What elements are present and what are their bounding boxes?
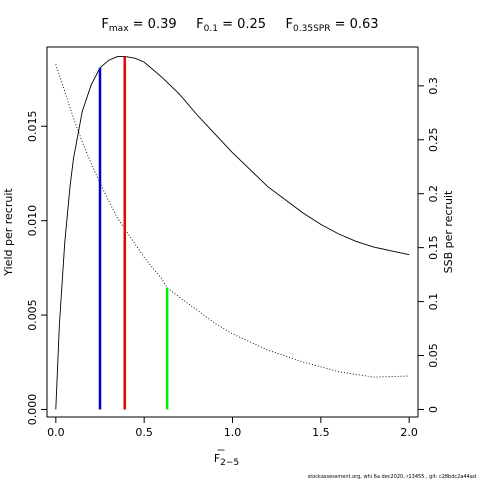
y2-axis-label: SSB per recruit <box>442 190 455 273</box>
series-layer <box>55 55 410 410</box>
y-tick-label: 0.000 <box>26 394 39 426</box>
y2-tick-label: 0.05 <box>427 343 440 368</box>
title-value: = 0.63 <box>330 17 378 32</box>
y2-tick-label: 0.3 <box>427 77 440 95</box>
x-tick-label: 2.0 <box>400 426 418 439</box>
footer-note: stockassessment.org, whi 6a dec2020, r13… <box>308 474 476 480</box>
y-tick-label: 0.005 <box>26 299 39 331</box>
x-label-text: F2−5 <box>214 452 239 468</box>
y2-tick-label: 0.15 <box>427 235 440 260</box>
plot-frame <box>46 46 419 418</box>
reference-lines <box>98 56 169 410</box>
title-subscript: 0.35SPR <box>293 24 330 34</box>
y-axis-right: 0 0.05 0.1 0.15 0.2 0.25 0.3 <box>418 77 440 413</box>
y-tick-label: 0.010 <box>26 205 39 237</box>
ssb-per-recruit-line <box>55 64 410 378</box>
title-text: Fmax = 0.39 F0.1 = 0.25 F0.35SPR = 0.63 <box>101 17 378 34</box>
x-axis-label: F2−5 <box>214 449 239 468</box>
y-axis-label: Yield per recruit <box>2 188 15 277</box>
x-tick-label: 1.0 <box>224 426 242 439</box>
x-tick-label: 0.5 <box>135 426 153 439</box>
title-symbol: F <box>101 17 108 32</box>
title-subscript: max <box>109 24 129 34</box>
title-symbol: F <box>266 17 293 32</box>
x-tick-label: 1.5 <box>312 426 330 439</box>
y-tick-label: 0.015 <box>26 111 39 142</box>
title-subscript: 0.1 <box>204 24 218 34</box>
title-value: = 0.25 <box>218 17 266 32</box>
title-symbol: F <box>177 17 204 32</box>
x-axis: 0.0 0.5 1.0 1.5 2.0 <box>47 417 418 439</box>
x-label-subscript: 2−5 <box>220 458 239 468</box>
x-tick-label: 0.0 <box>47 426 65 439</box>
y2-tick-label: 0 <box>427 406 440 413</box>
y2-tick-label: 0.2 <box>427 185 440 203</box>
yield-per-recruit-line <box>55 55 410 410</box>
y2-tick-label: 0.25 <box>427 128 440 153</box>
title-value: = 0.39 <box>129 17 177 32</box>
x-label-symbol: F <box>214 452 220 465</box>
chart-title: Fmax = 0.39 F0.1 = 0.25 F0.35SPR = 0.63 <box>101 17 378 34</box>
y2-tick-label: 0.1 <box>427 293 440 311</box>
y-axis-left: 0.000 0.005 0.010 0.015 <box>26 111 47 426</box>
